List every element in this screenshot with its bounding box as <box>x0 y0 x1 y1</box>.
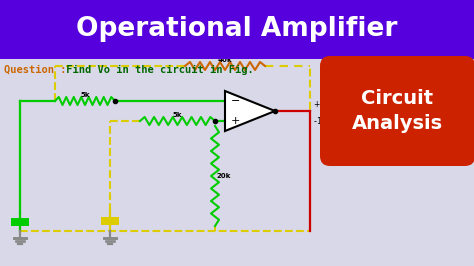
Text: Find Vo in the circuit in Fig.: Find Vo in the circuit in Fig. <box>60 64 254 74</box>
Text: -11.199 V: -11.199 V <box>314 117 354 126</box>
Text: 40k: 40k <box>218 57 232 63</box>
Text: −: − <box>231 96 240 106</box>
FancyBboxPatch shape <box>320 56 474 166</box>
Polygon shape <box>225 91 275 131</box>
Text: Question :: Question : <box>4 65 73 74</box>
Text: +: + <box>313 100 319 109</box>
Text: +: + <box>231 116 240 126</box>
Text: Operational Amplifier: Operational Amplifier <box>76 16 398 42</box>
Text: Circuit
Analysis: Circuit Analysis <box>352 89 443 133</box>
Text: 5k: 5k <box>173 112 182 118</box>
Text: 5k: 5k <box>80 92 90 98</box>
Text: 20k: 20k <box>217 173 231 179</box>
Bar <box>0 0 474 59</box>
